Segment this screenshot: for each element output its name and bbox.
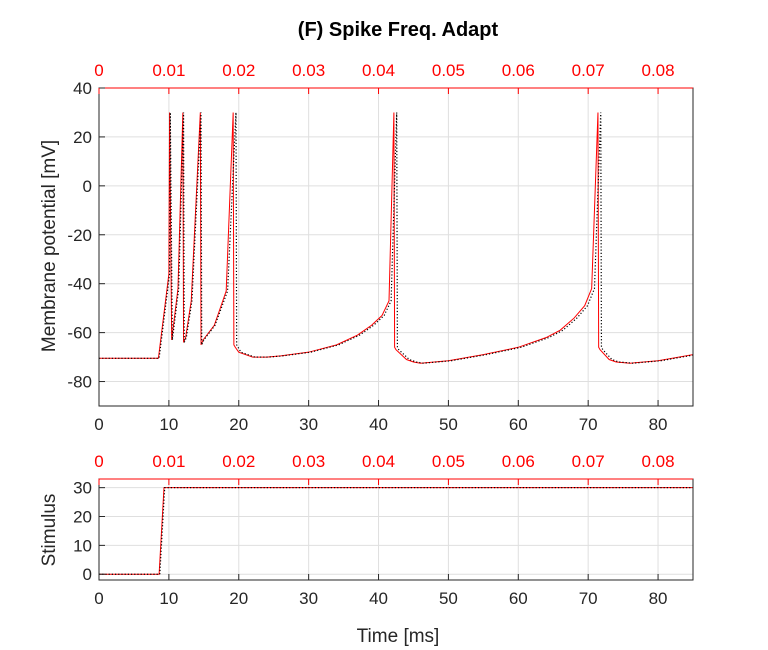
top-tick-label: 0.03: [292, 61, 325, 80]
y-tick-label: -60: [67, 324, 92, 343]
top-tick-label: 0.03: [292, 452, 325, 471]
x-tick-label: 30: [299, 589, 318, 608]
x-tick-label: 40: [369, 589, 388, 608]
x-tick-label: 50: [439, 589, 458, 608]
series-line-reference: [99, 487, 693, 575]
top-tick-label: 0.01: [152, 452, 185, 471]
series-line-model: [99, 487, 693, 575]
top-tick-label: 0.08: [642, 61, 675, 80]
series-line-model: [99, 112, 694, 364]
top-tick-label: 0.05: [432, 61, 465, 80]
x-tick-label: 50: [439, 415, 458, 434]
x-tick-label: 10: [159, 415, 178, 434]
x-tick-label: 70: [579, 589, 598, 608]
y-tick-label: 0: [83, 177, 92, 196]
axes-frame: [98, 87, 694, 407]
y-tick-label: 0: [83, 565, 92, 584]
x-tick-label: 80: [649, 415, 668, 434]
y-tick-label: 30: [73, 479, 92, 498]
top-tick-label: 0.07: [572, 61, 605, 80]
top-tick-label: 0.02: [222, 61, 255, 80]
x-axis-label-time: Time [ms]: [357, 626, 440, 647]
top-tick-label: 0: [94, 452, 103, 471]
y-tick-label: 20: [73, 128, 92, 147]
top-tick-label: 0.07: [572, 452, 605, 471]
x-tick-label: 20: [229, 415, 248, 434]
y-axis-label-stimulus: Stimulus: [39, 494, 60, 567]
axes-frame: [98, 478, 694, 581]
top-tick-label: 0: [94, 61, 103, 80]
x-tick-label: 60: [509, 589, 528, 608]
x-tick-label: 80: [649, 589, 668, 608]
y-tick-label: -20: [67, 226, 92, 245]
top-tick-label: 0.02: [222, 452, 255, 471]
top-tick-label: 0.06: [502, 61, 535, 80]
top-tick-label: 0.04: [362, 61, 395, 80]
chart-title: (F) Spike Freq. Adapt: [298, 19, 499, 41]
y-tick-label: 20: [73, 508, 92, 527]
y-axis-label-membrane: Membrane potential [mV]: [39, 140, 60, 352]
series-line-reference: [99, 112, 694, 364]
x-tick-label: 70: [579, 415, 598, 434]
x-tick-label: 60: [509, 415, 528, 434]
x-tick-label: 10: [159, 589, 178, 608]
y-tick-label: -40: [67, 275, 92, 294]
top-tick-label: 0.05: [432, 452, 465, 471]
y-tick-label: 40: [73, 79, 92, 98]
y-tick-label: 10: [73, 536, 92, 555]
x-tick-label: 0: [94, 589, 103, 608]
membrane-potential-axes: 0 10 20 30 40 50 60 70 80 40 20 0 -20 -40 -60 -80 0 0.01 0…: [67, 61, 694, 434]
x-tick-label: 20: [229, 589, 248, 608]
x-tick-label: 0: [94, 415, 103, 434]
top-tick-label: 0.08: [642, 452, 675, 471]
top-tick-label: 0.06: [502, 452, 535, 471]
x-tick-label: 40: [369, 415, 388, 434]
x-tick-label: 30: [299, 415, 318, 434]
y-tick-label: -80: [67, 373, 92, 392]
top-tick-label: 0.01: [152, 61, 185, 80]
top-tick-label: 0.04: [362, 452, 395, 471]
